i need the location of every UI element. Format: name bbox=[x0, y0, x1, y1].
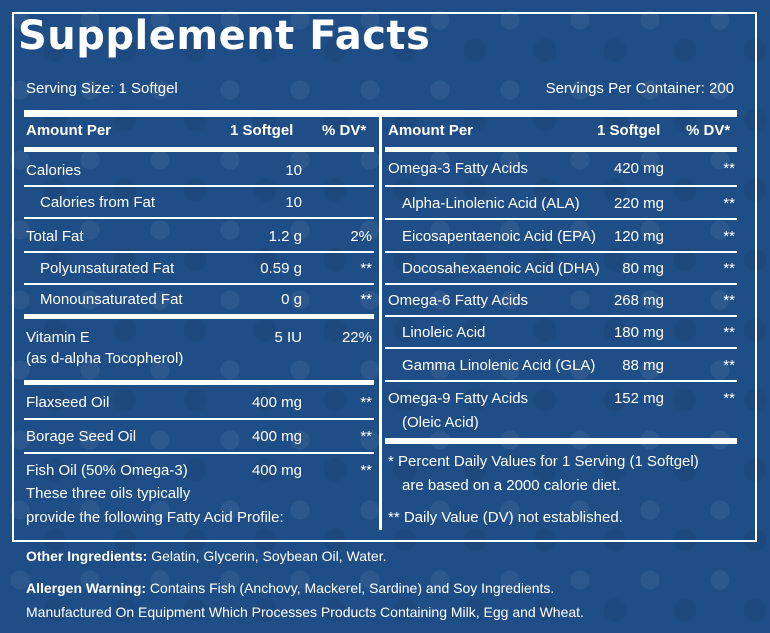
allergen-warning: Allergen Warning: Contains Fish (Anchovy… bbox=[26, 577, 554, 599]
fatty-acid-amount: 420 mg bbox=[613, 160, 664, 177]
nutrient-dv: ** bbox=[360, 260, 372, 277]
oils-note: provide the following Fatty Acid Profile… bbox=[26, 509, 284, 526]
nutrient-amount: 400 mg bbox=[251, 462, 302, 479]
fatty-acid-name: Omega-6 Fatty Acids bbox=[388, 292, 529, 309]
row-rule bbox=[24, 217, 374, 219]
nutrient-amount: 5 IU bbox=[274, 329, 302, 346]
fatty-acid-dv: ** bbox=[723, 357, 735, 374]
row-rule bbox=[385, 380, 737, 382]
row-rule bbox=[24, 185, 374, 187]
section-rule bbox=[24, 314, 374, 319]
dv-footnote: are based on a 2000 calorie diet. bbox=[402, 477, 621, 494]
fatty-acid-amount: 268 mg bbox=[613, 292, 664, 309]
nutrient-amount: 0 g bbox=[281, 291, 302, 308]
nutrient-name: Vitamin E bbox=[26, 329, 90, 346]
nutrient-amount: 1.2 g bbox=[268, 228, 302, 245]
fatty-acid-name: Linoleic Acid bbox=[402, 324, 486, 341]
other-ingredients-label: Other Ingredients: bbox=[26, 548, 148, 564]
nutrient-name: Total Fat bbox=[26, 228, 84, 245]
row-rule bbox=[24, 418, 374, 420]
row-rule bbox=[24, 283, 374, 285]
nutrient-amount: 400 mg bbox=[251, 394, 302, 411]
fatty-acid-dv: ** bbox=[723, 160, 735, 177]
right-header-amount-per: Amount Per bbox=[388, 122, 474, 139]
fatty-acid-dv: ** bbox=[723, 324, 735, 341]
other-ingredients: Other Ingredients: Gelatin, Glycerin, So… bbox=[26, 545, 387, 567]
section-rule bbox=[385, 438, 737, 444]
nutrient-name-detail: (as d-alpha Tocopherol) bbox=[26, 350, 184, 367]
supplement-facts-panel bbox=[12, 12, 757, 542]
fatty-acid-dv: ** bbox=[723, 228, 735, 245]
fatty-acid-amount: 80 mg bbox=[622, 260, 664, 277]
fatty-acid-name: Omega-9 Fatty Acids bbox=[388, 390, 529, 407]
nutrient-amount: 10 bbox=[285, 194, 302, 211]
manufacturing-statement: Manufactured On Equipment Which Processe… bbox=[26, 604, 584, 620]
row-rule bbox=[385, 251, 737, 253]
allergen-text: Contains Fish (Anchovy, Mackerel, Sardin… bbox=[146, 580, 555, 596]
nutrient-dv: ** bbox=[360, 428, 372, 445]
nutrient-name: Polyunsaturated Fat bbox=[40, 260, 175, 277]
fatty-acid-dv: ** bbox=[723, 390, 735, 407]
dv-footnote: * Percent Daily Values for 1 Serving (1 … bbox=[388, 453, 699, 470]
column-divider bbox=[379, 110, 382, 530]
dv-not-established-note: ** Daily Value (DV) not established. bbox=[388, 509, 623, 526]
left-header-dv: % DV* bbox=[322, 122, 367, 139]
left-header-unit: 1 Softgel bbox=[230, 122, 294, 139]
servings-per-container: Servings Per Container: 200 bbox=[545, 80, 734, 97]
nutrient-name: Monounsaturated Fat bbox=[40, 291, 183, 308]
fatty-acid-name: Docosahexaenoic Acid (DHA) bbox=[402, 260, 600, 277]
right-header-dv: % DV* bbox=[686, 122, 731, 139]
fatty-acid-dv: ** bbox=[723, 292, 735, 309]
row-rule bbox=[385, 315, 737, 317]
allergen-label: Allergen Warning: bbox=[26, 580, 147, 596]
nutrient-dv: ** bbox=[360, 462, 372, 479]
row-rule bbox=[385, 185, 737, 187]
section-rule bbox=[24, 380, 374, 385]
fatty-acid-name: Eicosapentaenoic Acid (EPA) bbox=[402, 228, 596, 245]
nutrient-dv: 22% bbox=[341, 329, 372, 346]
fatty-acid-name: Omega-3 Fatty Acids bbox=[388, 160, 529, 177]
fatty-acid-amount: 180 mg bbox=[613, 324, 664, 341]
fatty-acid-amount: 152 mg bbox=[613, 390, 664, 407]
nutrient-dv: ** bbox=[360, 291, 372, 308]
row-rule bbox=[24, 452, 374, 454]
page-title: Supplement Facts bbox=[18, 13, 431, 59]
row-rule bbox=[385, 218, 737, 220]
fatty-acid-amount: 220 mg bbox=[613, 195, 664, 212]
nutrient-amount: 0.59 g bbox=[260, 260, 302, 277]
left-header-amount-per: Amount Per bbox=[26, 122, 112, 139]
other-ingredients-text: Gelatin, Glycerin, Soybean Oil, Water. bbox=[147, 548, 387, 564]
fatty-acid-name: Gamma Linolenic Acid (GLA) bbox=[402, 357, 596, 374]
left-header-rule bbox=[24, 147, 374, 152]
fatty-acid-dv: ** bbox=[723, 195, 735, 212]
nutrient-name: Calories bbox=[26, 162, 82, 179]
fatty-acid-amount: 88 mg bbox=[622, 357, 664, 374]
nutrient-dv: ** bbox=[360, 394, 372, 411]
nutrient-amount: 10 bbox=[285, 162, 302, 179]
nutrient-name: Calories from Fat bbox=[40, 194, 156, 211]
right-header-unit: 1 Softgel bbox=[597, 122, 661, 139]
fatty-acid-name: Alpha-Linolenic Acid (ALA) bbox=[402, 195, 580, 212]
nutrient-name: Borage Seed Oil bbox=[26, 428, 137, 445]
nutrient-name: Fish Oil (50% Omega-3) bbox=[26, 462, 188, 479]
row-rule bbox=[385, 347, 737, 349]
fatty-acid-dv: ** bbox=[723, 260, 735, 277]
nutrient-name: Flaxseed Oil bbox=[26, 394, 110, 411]
serving-size: Serving Size: 1 Softgel bbox=[26, 80, 178, 97]
nutrient-dv: 2% bbox=[350, 228, 372, 245]
oils-note: These three oils typically bbox=[26, 485, 191, 502]
right-header-rule bbox=[385, 147, 737, 152]
row-rule bbox=[385, 283, 737, 285]
fatty-acid-amount: 120 mg bbox=[613, 228, 664, 245]
fatty-acid-name-detail: (Oleic Acid) bbox=[402, 414, 479, 431]
row-rule bbox=[24, 251, 374, 253]
nutrient-amount: 400 mg bbox=[251, 428, 302, 445]
